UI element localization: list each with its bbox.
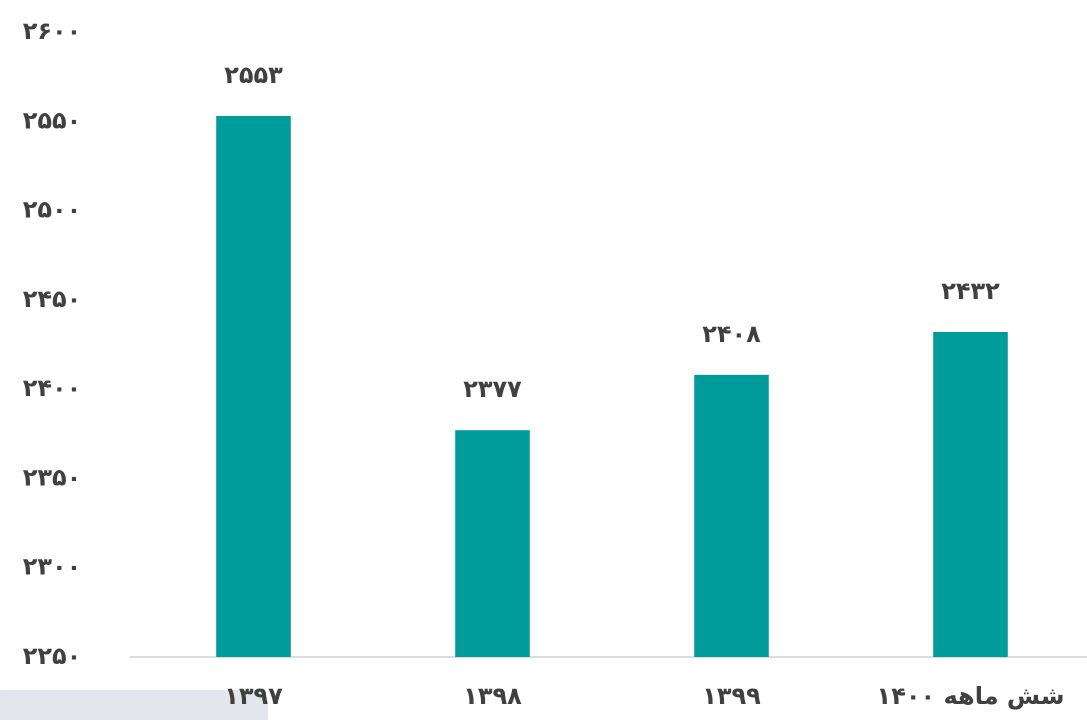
bar <box>933 332 1008 657</box>
x-tick-label: ۱۳۹۸ <box>463 682 522 710</box>
data-label: ۲۴۳۲ <box>941 277 1000 305</box>
bar <box>455 430 530 657</box>
y-tick-label: ۲۵۰۰ <box>23 196 82 224</box>
y-tick-label: ۲۲۵۰ <box>23 642 82 670</box>
x-tick-label: شش ماهه ۱۴۰۰ <box>877 682 1065 710</box>
data-label: ۲۵۵۳ <box>224 61 283 89</box>
bar <box>694 374 769 657</box>
x-tick-label: ۱۳۹۷ <box>224 682 283 710</box>
bar <box>216 115 291 657</box>
y-tick-label: ۲۵۵۰ <box>23 106 82 134</box>
y-tick-label: ۲۳۰۰ <box>23 553 82 581</box>
y-tick-label: ۲۴۵۰ <box>23 285 82 313</box>
x-tick-label: ۱۳۹۹ <box>702 682 761 710</box>
panel-decoration <box>0 690 268 720</box>
y-tick-label: ۲۳۵۰ <box>23 463 82 491</box>
data-label: ۲۳۷۷ <box>463 375 522 403</box>
data-label: ۲۴۰۸ <box>702 320 761 348</box>
y-tick-label: ۲۶۰۰ <box>23 17 82 45</box>
y-tick-label: ۲۴۰۰ <box>23 374 82 402</box>
